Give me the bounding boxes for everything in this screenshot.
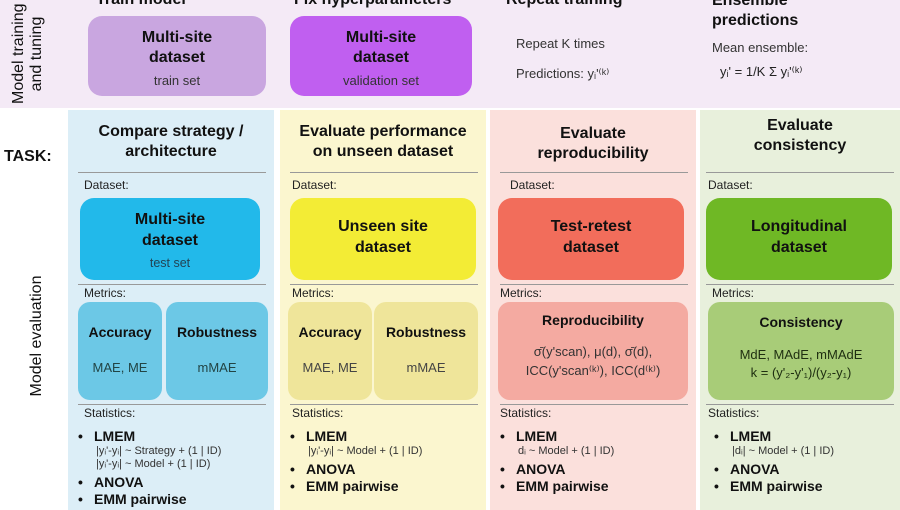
statistics-list: • LMEM |dᵢ| ~ Model + (1 | ID) • ANOVA • EM… [714, 428, 894, 495]
metric-value: mMAE [406, 360, 446, 375]
train-box-title: Multi-site dataset [141, 29, 213, 66]
metric-value: MdE, MAdE, mMAdE k = (y'₂-y'₁)/(y₂-y₁) [739, 347, 863, 380]
statistics-list: • LMEM dᵢ ~ Model + (1 | ID) • ANOVA • EMM … [500, 428, 690, 495]
stat-formula: |yᵢ'-yᵢ| ~ Model + (1 | ID) [96, 458, 211, 470]
task-label: TASK: [4, 148, 52, 165]
metric-box-reproducibility: Reproducibility σ̄(y'scan), μ(d), σ̄(d),… [498, 302, 688, 400]
train-set-box: Multi-site dataset train set [88, 16, 266, 96]
metric-box-accuracy: Accuracy MAE, ME [78, 302, 162, 400]
ensemble-formula: yᵢ' = 1/K Σ yᵢ'⁽ᵏ⁾ [720, 64, 803, 79]
column-title: Evaluate reproducibility [537, 125, 649, 162]
statistics-label: Statistics: [500, 406, 552, 420]
divider [706, 404, 894, 405]
divider [290, 404, 478, 405]
dataset-box: Multi-site dataset test set [80, 198, 260, 280]
statistics-list: • LMEM |yᵢ'-yᵢ| ~ Strategy + (1 | ID) |yᵢ… [78, 428, 268, 508]
validation-set-box: Multi-site dataset validation set [290, 16, 472, 96]
stat-item: • EMM pairwise [714, 478, 823, 494]
repeat-k-text: Repeat K times [516, 36, 605, 51]
dataset-sub: test set [149, 256, 191, 270]
header-train-model: Train model [96, 0, 186, 9]
predictions-text: Predictions: yᵢ'⁽ᵏ⁾ [516, 66, 610, 81]
divider [290, 172, 478, 173]
metrics-label: Metrics: [500, 286, 542, 300]
divider [78, 404, 266, 405]
stat-formula: |dᵢ| ~ Model + (1 | ID) [732, 445, 835, 457]
stat-item: • EMM pairwise [78, 491, 187, 507]
divider [500, 404, 688, 405]
metric-value: MAE, ME [302, 360, 358, 375]
evaluation-side-label: Model evaluation [28, 275, 45, 397]
column-evaluate-unseen: Evaluate performance on unseen dataset D… [280, 110, 486, 510]
metric-value: σ̄(y'scan), μ(d), σ̄(d), ICC(y'scan⁽ᵏ⁾),… [525, 344, 661, 378]
stat-item: • ANOVA [290, 461, 356, 477]
dataset-title: Longitudinal dataset [751, 218, 847, 256]
validation-box-title: Multi-site dataset [345, 29, 417, 66]
metric-value: mMAE [197, 360, 237, 375]
statistics-label: Statistics: [708, 406, 760, 420]
dataset-box: Test-retest dataset [498, 198, 684, 280]
dataset-label: Dataset: [84, 178, 129, 192]
dataset-title: Multi-site dataset [134, 211, 206, 249]
divider [78, 284, 266, 285]
header-repeat-training: Repeat training [506, 0, 622, 9]
stat-item: • LMEM [78, 428, 136, 444]
dataset-label: Dataset: [510, 178, 555, 192]
mean-ensemble-text: Mean ensemble: [712, 40, 809, 55]
metric-box-robustness: Robustness mMAE [166, 302, 268, 400]
metric-value: MAE, ME [92, 360, 148, 375]
metric-name: Consistency [759, 314, 843, 330]
metric-name: Accuracy [298, 324, 362, 340]
statistics-label: Statistics: [84, 406, 136, 420]
divider [706, 284, 894, 285]
stat-item: • LMEM [290, 428, 348, 444]
validation-box-sub: validation set [343, 73, 419, 88]
metric-box-accuracy: Accuracy MAE, ME [288, 302, 372, 400]
training-side-label: Model training and tuning [10, 3, 45, 105]
stat-formula: |yᵢ'-yᵢ| ~ Model + (1 | ID) [308, 445, 423, 457]
metric-box-consistency: Consistency MdE, MAdE, mMAdE k = (y'₂-y'… [708, 302, 894, 400]
dataset-box: Longitudinal dataset [706, 198, 892, 280]
column-title: Evaluate consistency [753, 117, 847, 154]
train-box-sub: train set [153, 73, 201, 88]
stat-item: • EMM pairwise [500, 478, 609, 494]
stat-formula: dᵢ ~ Model + (1 | ID) [518, 445, 615, 457]
dataset-title: Test-retest dataset [550, 218, 632, 256]
column-evaluate-consistency: Evaluate consistency Dataset: Longitudin… [700, 110, 900, 510]
dataset-title: Unseen site dataset [338, 218, 428, 256]
divider [500, 284, 688, 285]
dataset-box: Unseen site dataset [290, 198, 476, 280]
statistics-list: • LMEM |yᵢ'-yᵢ| ~ Model + (1 | ID) • ANOVA… [290, 428, 480, 495]
metrics-label: Metrics: [292, 286, 334, 300]
metric-name: Robustness [176, 324, 258, 340]
column-title: Evaluate performance on unseen dataset [299, 123, 467, 160]
column-title: Compare strategy / architecture [98, 123, 244, 160]
metric-name: Robustness [385, 324, 467, 340]
stat-item: • EMM pairwise [290, 478, 399, 494]
metrics-label: Metrics: [712, 286, 754, 300]
statistics-label: Statistics: [292, 406, 344, 420]
stat-item: • ANOVA [78, 474, 144, 490]
dataset-label: Dataset: [292, 178, 337, 192]
stat-item: • ANOVA [714, 461, 780, 477]
dataset-label: Dataset: [708, 178, 753, 192]
header-ensemble-predictions: Ensemble predictions [712, 0, 799, 29]
divider [78, 172, 266, 173]
stat-item: • LMEM [500, 428, 558, 444]
divider [706, 172, 894, 173]
metric-name: Accuracy [88, 324, 152, 340]
column-compare-strategy: Compare strategy / architecture Dataset:… [68, 110, 274, 510]
column-evaluate-reproducibility: Evaluate reproducibility Dataset: Test-r… [490, 110, 696, 510]
metric-box-robustness: Robustness mMAE [374, 302, 478, 400]
stat-formula: |yᵢ'-yᵢ| ~ Strategy + (1 | ID) [96, 445, 222, 457]
metric-name: Reproducibility [542, 312, 644, 328]
divider [500, 172, 688, 173]
stat-item: • ANOVA [500, 461, 566, 477]
metrics-label: Metrics: [84, 286, 126, 300]
header-fix-hyperparameters: Fix hyperparameters [294, 0, 451, 9]
stat-item: • LMEM [714, 428, 772, 444]
divider [290, 284, 478, 285]
